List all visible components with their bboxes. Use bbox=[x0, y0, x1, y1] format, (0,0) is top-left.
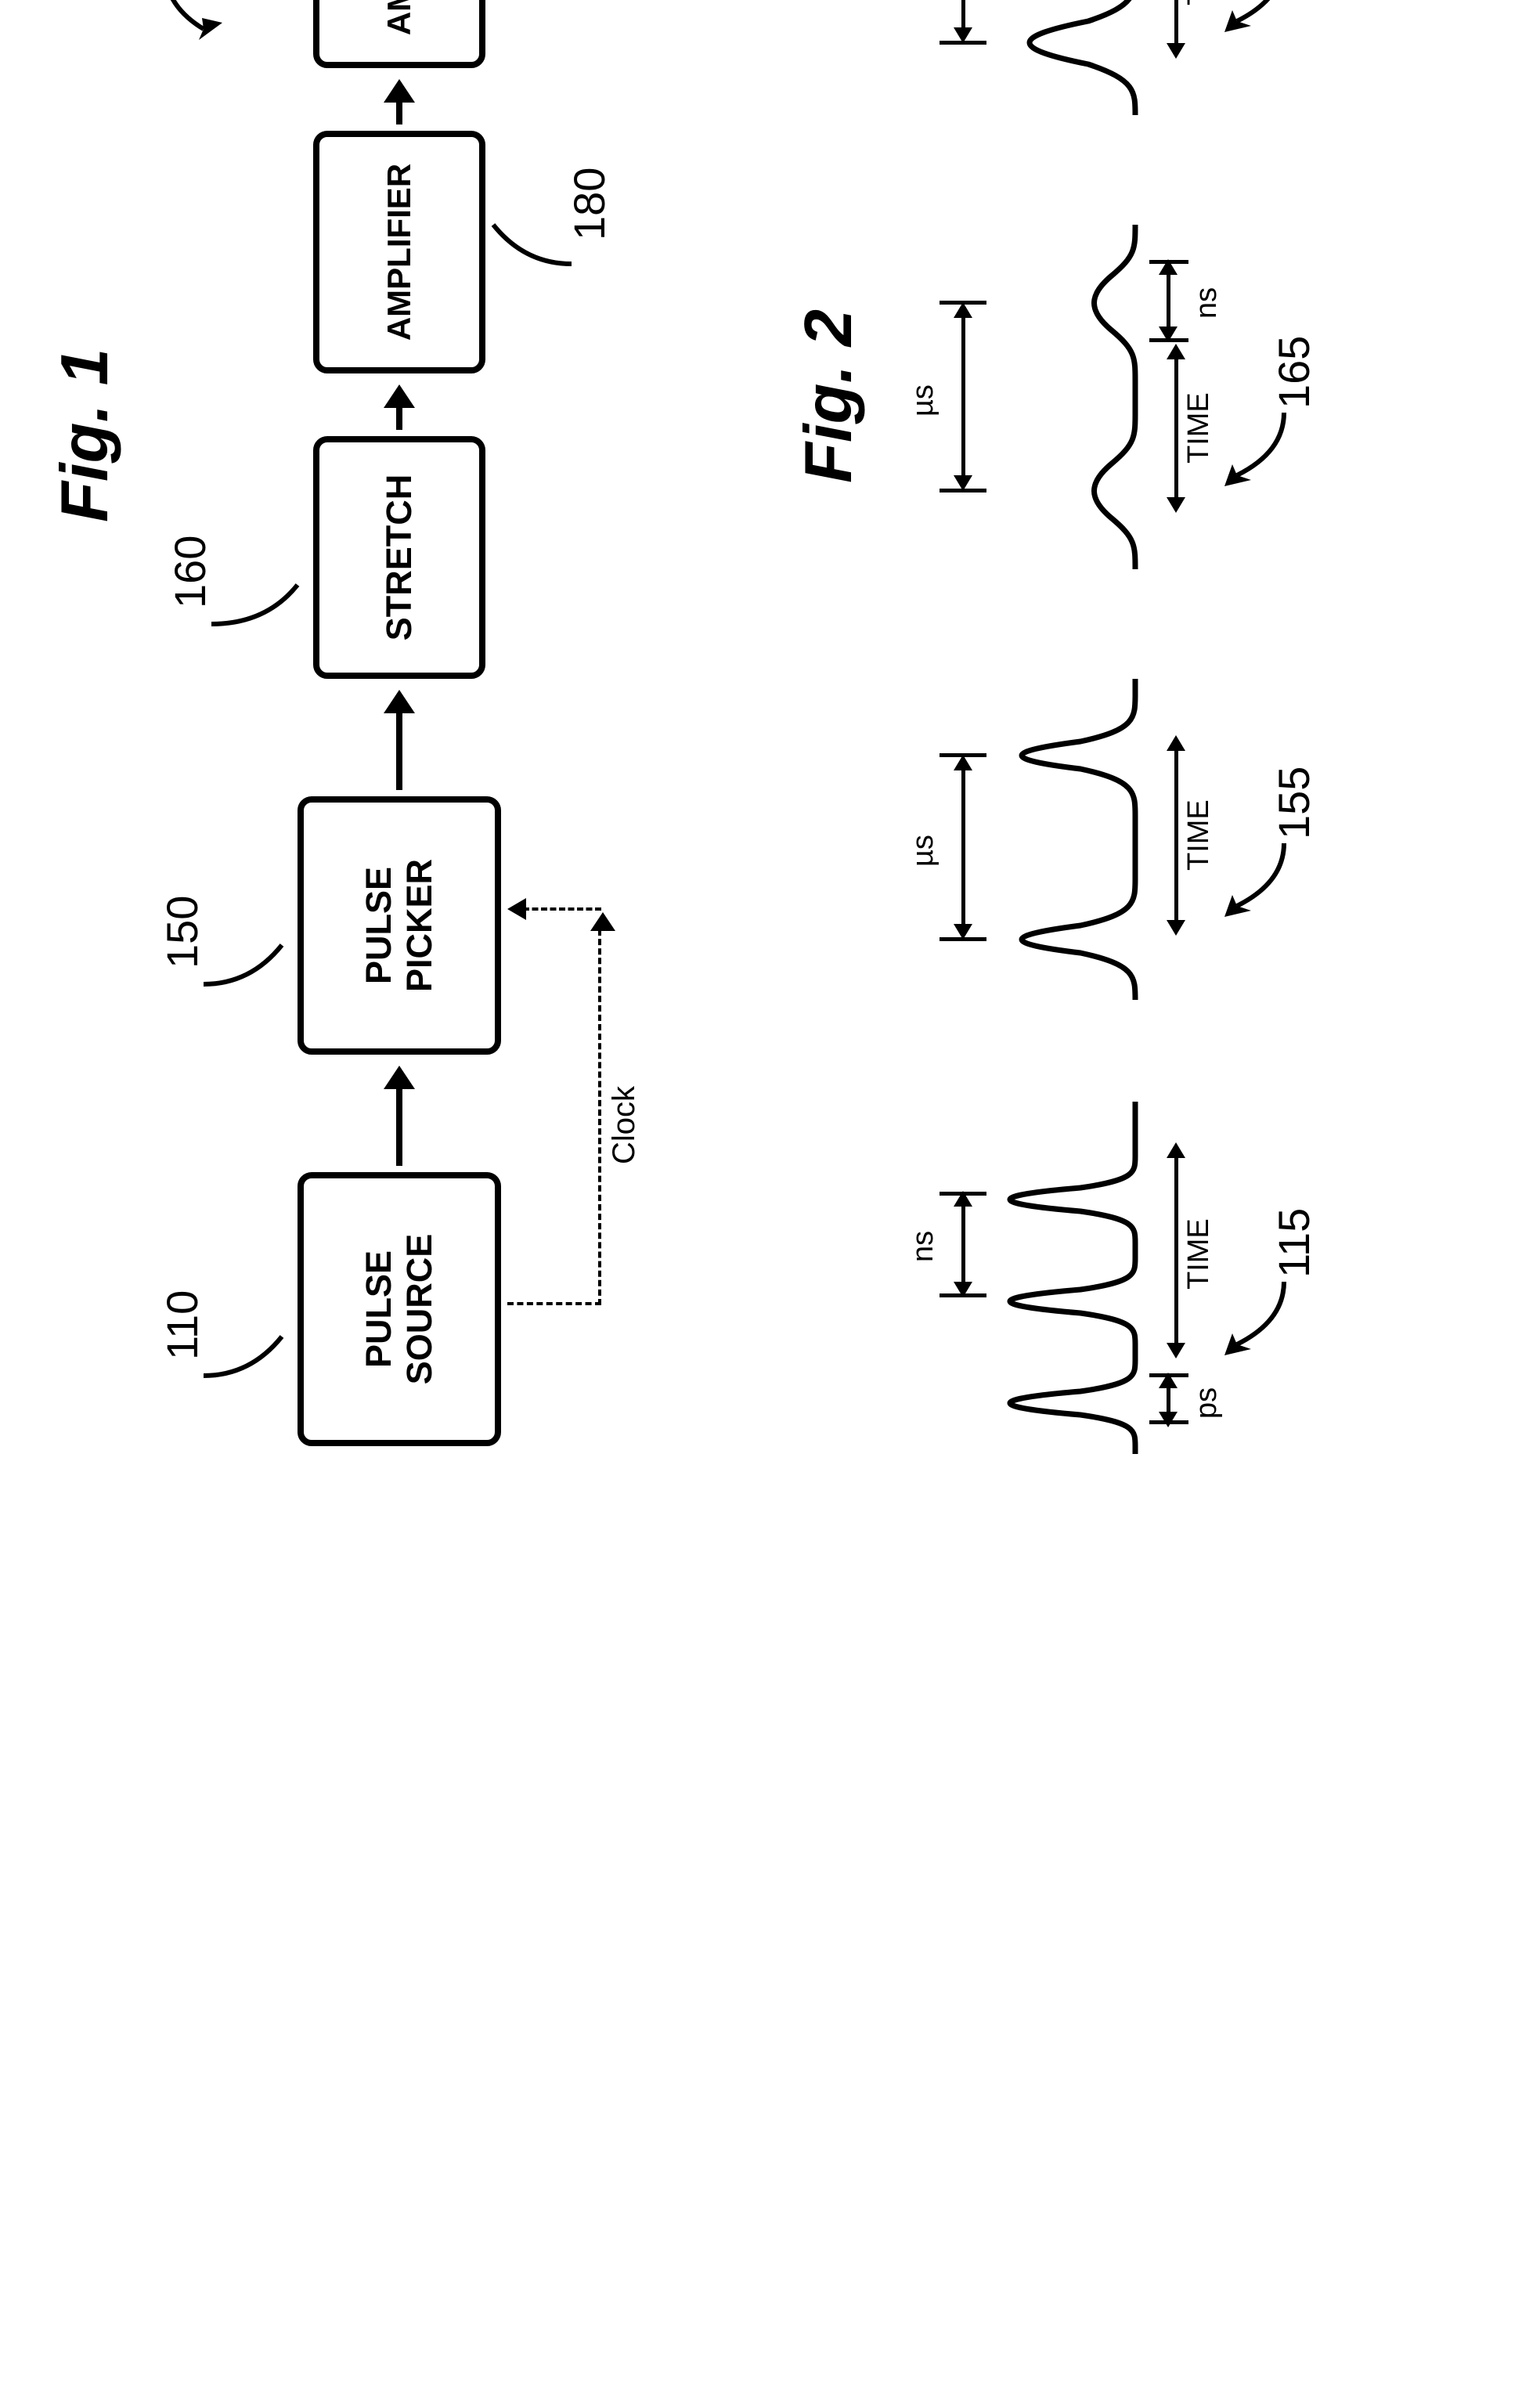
diagram-canvas: Fig. 1 100 PULSE SOURCE PULSE PICKER STR… bbox=[0, 0, 1540, 1540]
clock-line-v1 bbox=[507, 1302, 601, 1305]
ref-leader-150 bbox=[196, 882, 298, 992]
block-label: AMPLIFIER bbox=[380, 164, 418, 341]
time-label: TIME bbox=[1182, 392, 1216, 464]
meas-us bbox=[961, 316, 965, 477]
ref-leader-160 bbox=[204, 522, 313, 632]
clock-line-v2 bbox=[523, 907, 601, 911]
block-amplifier-1: AMPLIFIER bbox=[313, 131, 485, 373]
unit-ns: ns bbox=[907, 1231, 940, 1262]
ref-160: 160 bbox=[164, 536, 215, 608]
ref-180: 180 bbox=[564, 168, 615, 240]
unit-us: µs bbox=[907, 384, 940, 417]
arrow-2 bbox=[396, 712, 402, 790]
fig2-title: Fig. 2 bbox=[791, 309, 867, 483]
block-pulse-source: PULSE SOURCE bbox=[298, 1172, 501, 1446]
fig1-system-ref-arrow bbox=[157, 0, 235, 52]
arrow-4 bbox=[396, 101, 402, 124]
meas-ps bbox=[1167, 1387, 1170, 1413]
block-label: AMPLIFIER bbox=[380, 0, 418, 35]
arrow-1 bbox=[396, 1088, 402, 1166]
ref-150: 150 bbox=[157, 896, 207, 969]
time-arrow bbox=[1174, 749, 1178, 922]
time-arrow bbox=[1174, 0, 1178, 45]
ref-115: 115 bbox=[1268, 1208, 1319, 1278]
clock-arrowhead bbox=[507, 898, 526, 920]
ref-155: 155 bbox=[1268, 767, 1319, 839]
unit-ps: ps bbox=[1190, 1387, 1224, 1419]
ref-165: 165 bbox=[1268, 336, 1319, 409]
time-label: TIME bbox=[1182, 799, 1216, 871]
unit-ns: ns bbox=[1190, 287, 1224, 319]
meas-ns bbox=[961, 1205, 965, 1283]
block-label: PULSE SOURCE bbox=[359, 1234, 440, 1385]
meas-us bbox=[961, 769, 965, 925]
pulse-diagram-205: µs ns TIME 205 bbox=[940, 0, 1276, 123]
pulse-diagram-155: µs TIME 155 bbox=[940, 671, 1276, 1008]
pulse-diagram-165: µs ns TIME 165 bbox=[940, 217, 1276, 577]
clock-label: Clock bbox=[607, 1086, 642, 1164]
arrow-3 bbox=[396, 406, 402, 430]
time-label: TIME bbox=[1182, 1218, 1216, 1290]
clock-line-h bbox=[598, 929, 601, 1305]
fig1-title: Fig. 1 bbox=[47, 348, 124, 522]
block-stretch: STRETCH bbox=[313, 436, 485, 679]
ref-110: 110 bbox=[157, 1290, 207, 1360]
ref-arrow-115 bbox=[1214, 1274, 1292, 1368]
time-arrow bbox=[1174, 358, 1178, 499]
block-label: PULSE PICKER bbox=[359, 859, 440, 992]
time-arrow bbox=[1174, 1156, 1178, 1344]
ref-arrow-205 bbox=[1214, 0, 1292, 45]
ref-arrow-155 bbox=[1214, 835, 1292, 929]
meas-ns bbox=[1167, 273, 1170, 328]
ref-arrow-165 bbox=[1214, 405, 1292, 499]
block-pulse-picker: PULSE PICKER bbox=[298, 796, 501, 1055]
block-amplifier-2: AMPLIFIER bbox=[313, 0, 485, 68]
ref-leader-110 bbox=[196, 1274, 298, 1384]
time-label: TIME bbox=[1182, 0, 1216, 5]
meas-us bbox=[961, 0, 965, 29]
block-label: STRETCH bbox=[379, 474, 420, 641]
pulse-diagram-115: ps ns TIME 115 bbox=[940, 1094, 1276, 1462]
unit-us: µs bbox=[907, 835, 940, 867]
